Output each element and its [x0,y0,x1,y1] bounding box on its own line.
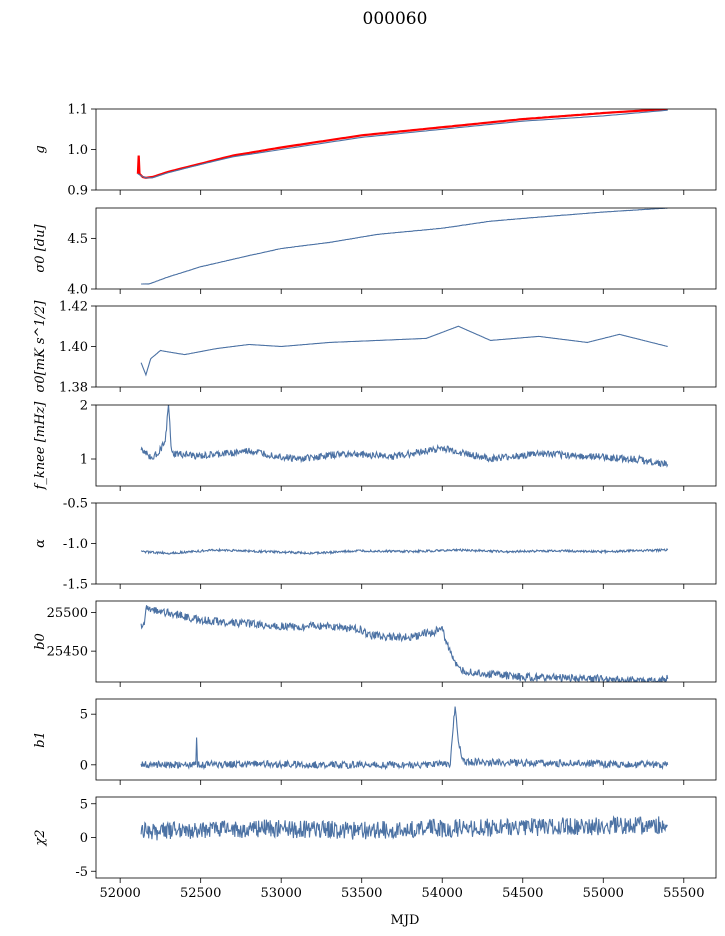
series-line-alpha-0 [140,547,669,556]
y-tick-label-sigma0_mk: 1.40 [59,340,88,355]
panel-fknee: 1 2 f_knee [mHz] [33,399,717,491]
y-axis-label-sigma0_mk: σ0[mK s^1/2] [33,300,48,393]
y-tick-label-b0: 25500 [47,606,88,621]
y-axis-label-fknee: f_knee [mHz] [33,401,48,491]
y-tick-label-sigma0_mk: 1.38 [59,381,88,396]
y-axis-label-b0: b0 [33,633,48,650]
y-tick-label-b1: 5 [80,708,88,723]
figure-title: 000060 [363,9,428,29]
y-tick-label-b0: 25450 [47,645,88,660]
y-tick-label-chi2: 0 [80,831,88,846]
x-tick-label: 52000 [99,886,140,901]
panel-frame-b1 [95,698,717,781]
y-tick-label-alpha: -1.5 [63,578,88,593]
x-tick-label: 54500 [502,886,543,901]
series-line-g-1 [137,109,668,179]
y-tick-label-alpha: -1.0 [63,537,88,552]
panel-chi2: -5 0 5 52000 52500 53000 53500 54000 54500 55000 5… [33,796,717,901]
panel-alpha: -1.5 -1.0 -0.5 α [33,497,717,593]
x-tick-label: 55000 [583,886,624,901]
y-axis-label-g: g [33,145,48,153]
series-line-fknee-0 [140,405,669,468]
y-tick-label-b1: 0 [80,758,88,773]
x-tick-label: 52500 [180,886,221,901]
panel-frame-sigma0_mk [95,305,717,388]
y-axis-label-b1: b1 [33,731,48,748]
series-line-sigma0_du-0 [141,208,668,285]
y-tick-label-g: 0.9 [67,184,88,199]
x-tick-label: 54000 [422,886,463,901]
panel-sigma0_du: 4.0 4.5 σ0 [du] [33,207,717,298]
panel-frame-alpha [95,502,717,585]
series-line-b0-0 [140,605,669,682]
y-tick-label-sigma0_du: 4.5 [67,232,88,247]
series-line-sigma0_mk-0 [140,325,668,377]
panels: 0.9 1.0 1.1 g 4.0 4.5 σ0 [du] 1.38 1.40 1.42 σ0[mK… [33,103,717,901]
panel-b0: 25450 25500 b0 [33,600,717,687]
y-axis-label-alpha: α [33,539,48,548]
panel-frame-b0 [95,600,717,683]
panel-frame-chi2 [95,796,717,879]
series-line-chi2-0 [140,815,668,841]
y-tick-label-sigma0_du: 4.0 [67,283,88,298]
x-tick-label: 53500 [341,886,382,901]
x-tick-label: 55500 [663,886,704,901]
y-tick-label-fknee: 2 [80,399,88,414]
panel-sigma0_mk: 1.38 1.40 1.42 σ0[mK s^1/2] [33,300,717,396]
x-tick-label: 53000 [261,886,302,901]
y-tick-label-g: 1.1 [67,103,88,118]
series-line-b1-0 [140,706,669,771]
y-tick-label-alpha: -0.5 [63,497,88,512]
panel-frame-fknee [95,404,717,487]
panel-frame-g [95,108,717,191]
y-tick-label-chi2: -5 [75,865,88,880]
panel-b1: 0 5 b1 [33,698,717,785]
y-axis-label-chi2: χ2 [33,829,48,846]
y-tick-label-chi2: 5 [80,797,88,812]
y-axis-label-sigma0_du: σ0 [du] [33,224,48,273]
y-tick-label-g: 1.0 [67,143,88,158]
panel-g: 0.9 1.0 1.1 g [33,103,717,199]
y-tick-label-fknee: 1 [80,453,88,468]
x-axis-label: MJD [391,913,420,928]
series-line-g-0 [136,109,668,179]
panel-frame-sigma0_du [95,207,717,290]
y-tick-label-sigma0_mk: 1.42 [59,300,88,315]
